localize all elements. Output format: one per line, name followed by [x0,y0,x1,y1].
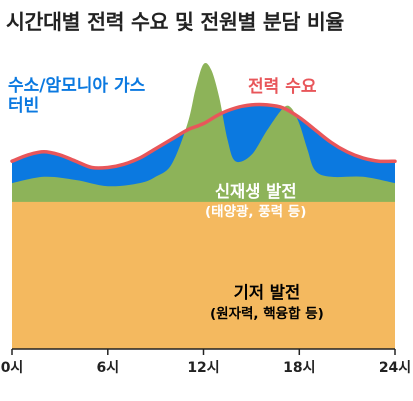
x-tick-label: 6시 [96,360,119,376]
x-tick-label: 0시 [1,360,24,376]
label-baseload-sub: (원자력, 핵융합 등) [210,305,324,322]
chart-title: 시간대별 전력 수요 및 전원별 분담 비율 [6,10,344,34]
x-tick-label: 24시 [379,360,411,376]
x-tick-label: 12시 [187,360,219,376]
label-hydrogen: 수소/암모니아 가스터빈 [8,76,146,116]
label-renewable-sub: (태양광, 풍력 등) [205,203,307,220]
x-tick-label: 18시 [283,360,315,376]
label-renewable: 신재생 발전 (태양광, 풍력 등) [205,182,307,220]
label-baseload-name: 기저 발전 [233,283,301,302]
label-renewable-name: 신재생 발전 [214,182,297,201]
label-baseload: 기저 발전 (원자력, 핵융합 등) [210,283,324,322]
demand-line [10,102,397,170]
label-demand: 전력 수요 [248,77,317,97]
baseload-area [12,201,395,349]
